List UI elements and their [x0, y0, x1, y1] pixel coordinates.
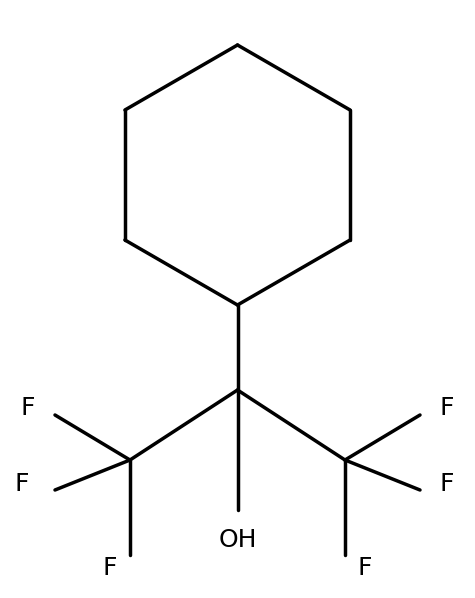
Text: F: F: [21, 396, 35, 420]
Text: F: F: [103, 556, 117, 580]
Text: F: F: [440, 396, 454, 420]
Text: F: F: [358, 556, 372, 580]
Text: F: F: [440, 472, 454, 496]
Text: F: F: [15, 472, 29, 496]
Text: OH: OH: [218, 528, 257, 552]
